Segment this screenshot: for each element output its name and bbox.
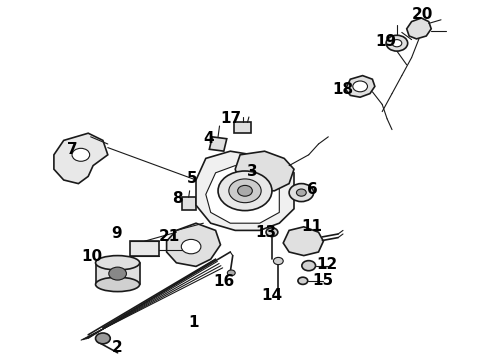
Circle shape bbox=[302, 261, 316, 271]
Text: 6: 6 bbox=[307, 182, 318, 197]
Text: 19: 19 bbox=[375, 34, 397, 49]
Text: 5: 5 bbox=[187, 171, 197, 186]
Text: 20: 20 bbox=[412, 7, 433, 22]
Text: 2: 2 bbox=[112, 340, 123, 355]
Ellipse shape bbox=[96, 277, 140, 292]
Text: 7: 7 bbox=[67, 142, 78, 157]
Circle shape bbox=[298, 277, 308, 284]
Ellipse shape bbox=[96, 256, 140, 270]
Text: 8: 8 bbox=[172, 190, 183, 206]
Text: 4: 4 bbox=[203, 131, 214, 146]
Bar bbox=[234, 122, 251, 133]
Circle shape bbox=[109, 267, 126, 280]
Text: 10: 10 bbox=[81, 249, 103, 264]
Circle shape bbox=[181, 239, 201, 254]
Polygon shape bbox=[196, 151, 294, 230]
Text: 12: 12 bbox=[317, 257, 338, 272]
Text: 15: 15 bbox=[312, 273, 333, 288]
Circle shape bbox=[353, 81, 368, 92]
Bar bbox=[96, 263, 140, 284]
Text: 14: 14 bbox=[261, 288, 283, 303]
Text: 3: 3 bbox=[247, 163, 258, 179]
Polygon shape bbox=[235, 151, 294, 191]
Text: 1: 1 bbox=[188, 315, 199, 330]
Bar bbox=[182, 197, 196, 210]
Polygon shape bbox=[167, 223, 220, 266]
Bar bbox=[209, 137, 227, 151]
Text: 21: 21 bbox=[158, 229, 180, 244]
Circle shape bbox=[238, 185, 252, 196]
Circle shape bbox=[266, 228, 278, 237]
Circle shape bbox=[96, 333, 110, 344]
Polygon shape bbox=[345, 76, 375, 97]
Text: 11: 11 bbox=[302, 219, 322, 234]
Polygon shape bbox=[407, 18, 431, 39]
Circle shape bbox=[72, 148, 90, 161]
Text: 17: 17 bbox=[220, 111, 242, 126]
Text: 13: 13 bbox=[255, 225, 277, 240]
Circle shape bbox=[273, 257, 283, 265]
Circle shape bbox=[227, 270, 235, 276]
Circle shape bbox=[296, 189, 306, 196]
Circle shape bbox=[392, 40, 402, 47]
Bar bbox=[202, 173, 214, 180]
Circle shape bbox=[218, 171, 272, 211]
Polygon shape bbox=[283, 227, 323, 256]
Bar bbox=[130, 241, 159, 256]
Polygon shape bbox=[206, 166, 279, 223]
Text: 18: 18 bbox=[332, 82, 354, 97]
Circle shape bbox=[289, 184, 314, 202]
Text: 9: 9 bbox=[111, 226, 122, 241]
Polygon shape bbox=[54, 133, 108, 184]
Circle shape bbox=[386, 35, 408, 51]
Circle shape bbox=[229, 179, 261, 203]
Text: 16: 16 bbox=[213, 274, 234, 289]
